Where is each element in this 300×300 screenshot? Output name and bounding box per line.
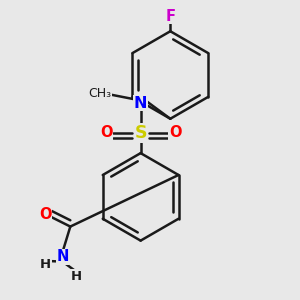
Text: O: O — [100, 125, 112, 140]
Text: H: H — [40, 258, 51, 271]
Text: F: F — [165, 9, 175, 24]
Text: O: O — [39, 207, 52, 222]
Text: CH₃: CH₃ — [88, 87, 112, 100]
Text: S: S — [134, 124, 147, 142]
Text: O: O — [169, 125, 181, 140]
Text: H: H — [71, 270, 82, 283]
Text: N: N — [56, 249, 69, 264]
Text: N: N — [134, 96, 147, 111]
